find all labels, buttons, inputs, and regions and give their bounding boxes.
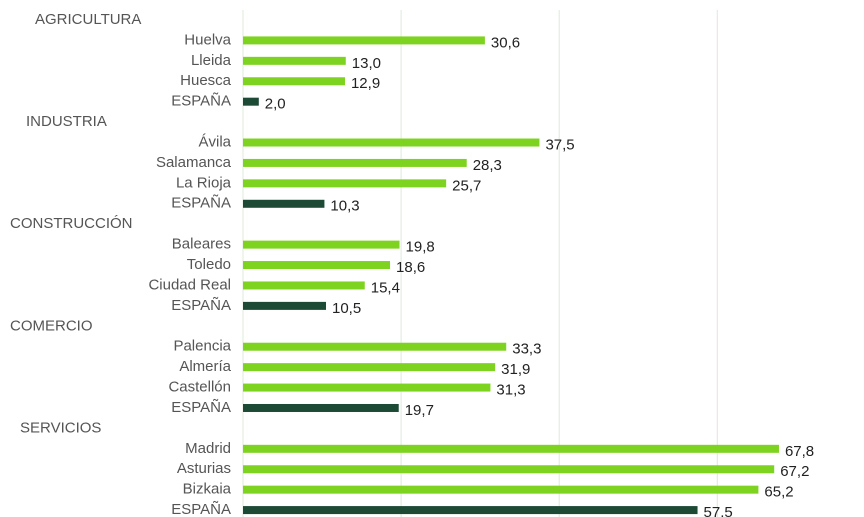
category-label: Ciudad Real [148, 276, 231, 293]
value-label: 31,3 [496, 382, 525, 399]
bar [243, 342, 507, 351]
bar [243, 56, 346, 65]
category-label: Toledo [187, 256, 231, 273]
bar [243, 444, 779, 453]
value-label: 18,6 [396, 259, 425, 276]
value-label: 67,8 [785, 443, 814, 460]
bar [243, 179, 447, 188]
bar [243, 383, 491, 392]
value-label: 2,0 [265, 96, 286, 113]
bar [243, 281, 365, 290]
bar [243, 199, 325, 208]
bar [243, 465, 775, 474]
group-label: AGRICULTURA [35, 11, 141, 28]
value-label: 67,2 [780, 463, 809, 480]
value-label: 31,9 [501, 361, 530, 378]
group-label: CONSTRUCCIÓN [10, 215, 133, 232]
bar [243, 485, 759, 494]
bar [243, 261, 391, 270]
category-label: Madrid [185, 440, 231, 457]
bar [243, 97, 259, 106]
value-label: 10,3 [330, 198, 359, 215]
category-label: Baleares [172, 236, 231, 253]
bar [243, 506, 698, 515]
value-label: 25,7 [452, 177, 481, 194]
category-label: La Rioja [176, 174, 232, 191]
category-label: Palencia [173, 338, 231, 355]
category-label: ESPAÑA [171, 93, 231, 110]
bar [243, 77, 345, 86]
group-label: COMERCIO [10, 317, 93, 334]
value-label: 10,5 [332, 300, 361, 317]
value-label: 19,8 [406, 239, 435, 256]
category-label: ESPAÑA [171, 399, 231, 416]
bar [243, 138, 540, 147]
category-label: Huesca [180, 72, 232, 89]
category-label: ESPAÑA [171, 195, 231, 212]
value-label: 19,7 [405, 402, 434, 419]
value-label: 12,9 [351, 75, 380, 92]
value-label: 30,6 [491, 34, 520, 51]
category-label: Salamanca [156, 154, 232, 171]
value-label: 15,4 [371, 279, 400, 296]
group-label: SERVICIOS [20, 419, 101, 436]
bar [243, 240, 400, 249]
category-label: Ávila [198, 133, 231, 150]
value-label: 37,5 [545, 136, 574, 153]
category-label: Bizkaia [183, 481, 232, 498]
category-label: ESPAÑA [171, 297, 231, 314]
category-label: Castellón [168, 379, 231, 396]
bar [243, 158, 467, 167]
bar [243, 363, 496, 372]
value-label: 33,3 [512, 341, 541, 358]
category-label: Almería [179, 358, 231, 375]
category-label: Asturias [177, 460, 231, 477]
value-label: 13,0 [352, 55, 381, 72]
group-label: INDUSTRIA [26, 113, 107, 130]
bar [243, 301, 327, 310]
value-label: 57,5 [704, 504, 733, 517]
bar [243, 403, 399, 412]
category-label: Lleida [191, 52, 232, 69]
value-label: 28,3 [473, 157, 502, 174]
bar [243, 36, 485, 45]
category-label: ESPAÑA [171, 501, 231, 517]
category-label: Huelva [184, 31, 231, 48]
value-label: 65,2 [764, 484, 793, 501]
